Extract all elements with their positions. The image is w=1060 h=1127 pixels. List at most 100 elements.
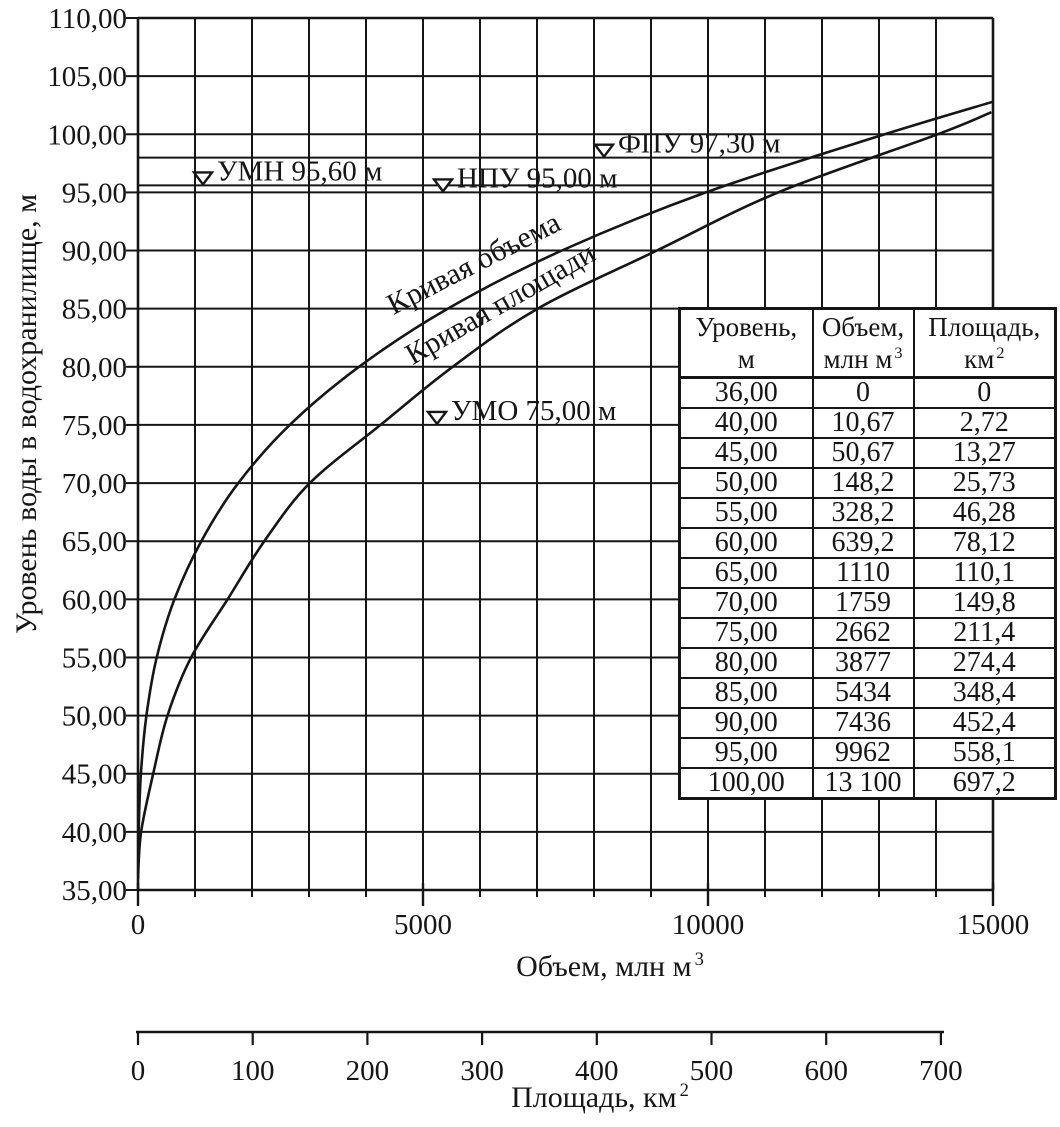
y-tick-label: 60,00 [62, 584, 127, 616]
marker-triangle-icon [191, 171, 215, 187]
table-cell: 10,67 [811, 407, 915, 439]
marker-label-fpu: ФПУ 97,30 м [618, 128, 781, 160]
marker-label-umo: УМО 75,00 м [451, 395, 616, 427]
table-cell: 40,00 [678, 407, 814, 439]
table-row: 50,00 148,2 25,73 [678, 467, 1057, 499]
table-cell: 639,2 [811, 527, 915, 559]
marker-triangle-icon [431, 178, 455, 194]
table-cell: 9962 [811, 737, 915, 769]
area-tick-label: 400 [575, 1055, 619, 1087]
table-row: 85,00 5434 348,4 [678, 677, 1057, 709]
area-tick-label: 700 [919, 1055, 963, 1087]
marker-triangle-icon [592, 143, 616, 159]
table-cell: 0 [912, 376, 1057, 409]
table-cell: 78,12 [912, 527, 1057, 559]
table-cell: 55,00 [678, 497, 814, 529]
table-row: 95,00 9962 558,1 [678, 737, 1057, 769]
table-row: 45,00 50,67 13,27 [678, 437, 1057, 469]
y-tick-label: 75,00 [62, 410, 127, 442]
table-cell: 45,00 [678, 437, 814, 469]
area-tick-label: 300 [460, 1055, 504, 1087]
y-tick-label: 90,00 [62, 236, 127, 268]
area-curve [138, 110, 992, 879]
area-tick-label: 100 [231, 1055, 275, 1087]
table-row: 36,00 0 0 [678, 376, 1057, 409]
y-tick-label: 110,00 [48, 3, 127, 35]
y-tick-label: 55,00 [62, 642, 127, 674]
x-tick-label: 0 [131, 909, 146, 941]
y-tick-label: 95,00 [62, 177, 127, 209]
marker-label-umn: УМН 95,60 м [217, 155, 382, 187]
axis-ticks [126, 17, 995, 906]
table-cell: 1110 [811, 557, 915, 589]
table-row: 100,00 13 100 697,2 [678, 767, 1057, 800]
table-cell: 25,73 [912, 467, 1057, 499]
tick-labels: 110,00105,00100,0095,0090,0085,0080,0075… [47, 3, 1029, 941]
table-cell: 46,28 [912, 497, 1057, 529]
table-cell: 697,2 [912, 767, 1057, 800]
table-cell: 558,1 [912, 737, 1057, 769]
table-cell: 60,00 [678, 527, 814, 559]
y-tick-label: 50,00 [62, 701, 127, 733]
volume-axis-title-sup: 3 [694, 949, 704, 970]
table-row: 80,00 3877 274,4 [678, 647, 1057, 679]
table-cell: 5434 [811, 677, 915, 709]
table-cell: 65,00 [678, 557, 814, 589]
table-cell: 70,00 [678, 587, 814, 619]
y-axis-title: Уровень воды в водохранилище, м [10, 193, 43, 635]
table-cell: 80,00 [678, 647, 814, 679]
header-level: Уровень, м [678, 307, 814, 379]
table-cell: 2662 [811, 617, 915, 649]
table-cell: 149,8 [912, 587, 1057, 619]
y-tick-label: 45,00 [62, 759, 127, 791]
table-cell: 85,00 [678, 677, 814, 709]
table-cell: 90,00 [678, 707, 814, 739]
area-tick-label: 200 [346, 1055, 390, 1087]
x-tick-label: 10000 [672, 909, 745, 941]
table-cell: 0 [811, 376, 915, 409]
table-cell: 50,00 [678, 467, 814, 499]
marker-label-npu: НПУ 95,00 м [457, 162, 618, 194]
table-row: 55,00 328,2 46,28 [678, 497, 1057, 529]
y-tick-label: 105,00 [47, 61, 127, 93]
y-tick-label: 100,00 [47, 119, 127, 151]
table-cell: 50,67 [811, 437, 915, 469]
table-row: 60,00 639,2 78,12 [678, 527, 1057, 559]
table-cell: 452,4 [912, 707, 1057, 739]
x-tick-label: 5000 [394, 909, 452, 941]
table-row: 90,00 7436 452,4 [678, 707, 1057, 739]
header-area: Площадь, км 2 [912, 307, 1057, 379]
area-axis-title: Площадь, км 2 [511, 1080, 689, 1114]
y-tick-label: 35,00 [62, 875, 127, 907]
table-cell: 211,4 [912, 617, 1057, 649]
volume-curve [138, 100, 993, 879]
y-tick-label: 85,00 [62, 294, 127, 326]
table-row: 75,00 2662 211,4 [678, 617, 1057, 649]
table-cell: 328,2 [811, 497, 915, 529]
y-tick-label: 70,00 [62, 468, 127, 500]
x-tick-label: 15000 [957, 909, 1030, 941]
area-axis-title-sup: 2 [679, 1080, 689, 1101]
area-tick-label: 0 [131, 1055, 146, 1087]
table-row: 70,00 1759 149,8 [678, 587, 1057, 619]
marker-triangle-icon [425, 410, 449, 426]
table-cell: 274,4 [912, 647, 1057, 679]
table-row: 40,00 10,67 2,72 [678, 407, 1057, 439]
y-tick-label: 80,00 [62, 352, 127, 384]
y-tick-label: 65,00 [62, 526, 127, 558]
table-cell: 148,2 [811, 467, 915, 499]
table-cell: 348,4 [912, 677, 1057, 709]
area-axis: 0 100 200 300 400 500 600 700 [131, 1030, 963, 1087]
y-tick-label: 40,00 [62, 817, 127, 849]
table-cell: 7436 [811, 707, 915, 739]
table-cell: 3877 [811, 647, 915, 679]
area-tick-label: 600 [804, 1055, 848, 1087]
table-row: 65,00 1110 110,1 [678, 557, 1057, 589]
